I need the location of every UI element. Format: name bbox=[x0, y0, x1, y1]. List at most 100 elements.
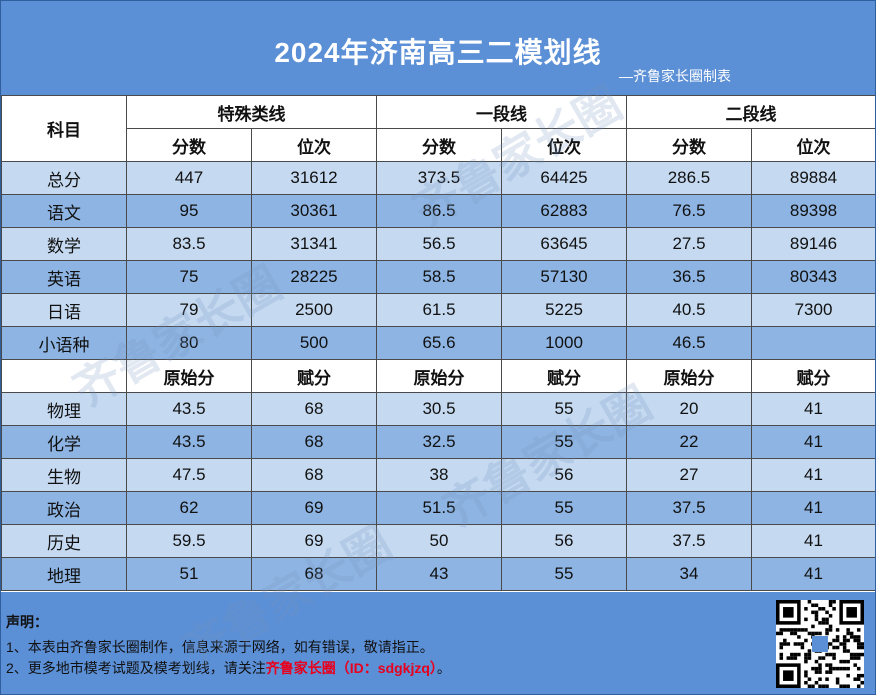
value-cell: 43.5 bbox=[126, 425, 252, 459]
value-cell: 57130 bbox=[501, 260, 627, 294]
value-cell: 51 bbox=[126, 557, 252, 591]
value-cell: 500 bbox=[251, 326, 377, 360]
value-cell: 69 bbox=[251, 491, 377, 525]
value-cell: 47.5 bbox=[126, 458, 252, 492]
value-cell: 64425 bbox=[501, 161, 627, 195]
value-cell: 38 bbox=[376, 458, 502, 492]
value-cell: 76.5 bbox=[626, 194, 752, 228]
value-cell: 41 bbox=[751, 392, 875, 426]
value-cell: 80343 bbox=[751, 260, 875, 294]
page-subtitle: —齐鲁家长圈制表 bbox=[619, 68, 731, 84]
score-line-table: 科目 特殊类线 一段线 二段线 分数 位次 分数 位次 分数 位次 总分 447 3… bbox=[1, 95, 875, 591]
table-subheader-row: 分数 位次 分数 位次 分数 位次 bbox=[2, 128, 875, 162]
table-row: 总分 447 31612 373.5 64425 286.5 89884 bbox=[1, 161, 875, 195]
value-cell: 55 bbox=[501, 557, 627, 591]
subject-cell: 地理 bbox=[1, 557, 127, 591]
table-row: 语文 95 30361 86.5 62883 76.5 89398 bbox=[1, 194, 875, 228]
value-cell: 62883 bbox=[501, 194, 627, 228]
value-cell: 68 bbox=[251, 557, 377, 591]
subject-cell: 政治 bbox=[1, 491, 127, 525]
title-banner: 2024年济南高三二模划线 —齐鲁家长圈制表 bbox=[1, 1, 875, 95]
table-row: 化学 43.5 68 32.5 55 22 41 bbox=[1, 425, 875, 459]
value-cell: 373.5 bbox=[376, 161, 502, 195]
table-group-header-row: 科目 特殊类线 一段线 二段线 bbox=[1, 95, 875, 162]
value-cell: 58.5 bbox=[376, 260, 502, 294]
column-header: 分数 bbox=[126, 128, 252, 162]
value-cell: 5225 bbox=[501, 293, 627, 327]
value-cell: 61.5 bbox=[376, 293, 502, 327]
value-cell: 41 bbox=[751, 425, 875, 459]
table-row: 生物 47.5 68 38 56 27 41 bbox=[1, 458, 875, 492]
qr-code-graphic bbox=[776, 600, 864, 688]
subject-cell: 历史 bbox=[1, 524, 127, 558]
table-row: 小语种 80 500 65.6 1000 46.5 bbox=[1, 326, 875, 360]
statement-line-2-suffix: 。 bbox=[436, 660, 451, 676]
table-row: 历史 59.5 69 50 56 37.5 41 bbox=[1, 524, 875, 558]
table-row: 地理 51 68 43 55 34 41 bbox=[1, 557, 875, 591]
value-cell: 447 bbox=[126, 161, 252, 195]
subject-cell: 语文 bbox=[1, 194, 127, 228]
column-header: 原始分 bbox=[376, 359, 502, 393]
value-cell bbox=[751, 326, 875, 360]
subject-cell: 英语 bbox=[1, 260, 127, 294]
value-cell: 31612 bbox=[251, 161, 377, 195]
value-cell: 43 bbox=[376, 557, 502, 591]
value-cell: 46.5 bbox=[626, 326, 752, 360]
value-cell: 80 bbox=[126, 326, 252, 360]
value-cell: 43.5 bbox=[126, 392, 252, 426]
statement-line-1: 1、本表由齐鲁家长圈制作，信息来源于网络，如有错误，敬请指正。 bbox=[6, 639, 434, 655]
value-cell: 30.5 bbox=[376, 392, 502, 426]
group-header-tier2: 二段线 bbox=[626, 95, 875, 129]
value-cell: 30361 bbox=[251, 194, 377, 228]
value-cell: 69 bbox=[251, 524, 377, 558]
subject-cell: 数学 bbox=[1, 227, 127, 261]
group-header-special: 特殊类线 bbox=[126, 95, 377, 129]
value-cell: 68 bbox=[251, 425, 377, 459]
value-cell: 56.5 bbox=[376, 227, 502, 261]
value-cell: 2500 bbox=[251, 293, 377, 327]
column-header: 分数 bbox=[626, 128, 752, 162]
qr-code-image bbox=[776, 600, 864, 688]
value-cell: 31341 bbox=[251, 227, 377, 261]
value-cell: 41 bbox=[751, 524, 875, 558]
subject-cell: 化学 bbox=[1, 425, 127, 459]
column-header: 赋分 bbox=[751, 359, 875, 393]
value-cell: 68 bbox=[251, 392, 377, 426]
value-cell: 41 bbox=[751, 491, 875, 525]
subject-cell: 小语种 bbox=[1, 326, 127, 360]
value-cell: 59.5 bbox=[126, 524, 252, 558]
subject-cell: 总分 bbox=[1, 161, 127, 195]
subject-cell: 物理 bbox=[1, 392, 127, 426]
value-cell: 79 bbox=[126, 293, 252, 327]
value-cell: 89398 bbox=[751, 194, 875, 228]
value-cell: 27 bbox=[626, 458, 752, 492]
column-header: 位次 bbox=[501, 128, 627, 162]
value-cell: 20 bbox=[626, 392, 752, 426]
value-cell: 7300 bbox=[751, 293, 875, 327]
value-cell: 36.5 bbox=[626, 260, 752, 294]
value-cell: 55 bbox=[501, 392, 627, 426]
value-cell: 37.5 bbox=[626, 524, 752, 558]
table-row: 英语 75 28225 58.5 57130 36.5 80343 bbox=[1, 260, 875, 294]
statement-title: 声明： bbox=[6, 614, 48, 630]
group-header-tier1: 一段线 bbox=[376, 95, 627, 129]
value-cell: 41 bbox=[751, 458, 875, 492]
corner-label: 科目 bbox=[1, 95, 127, 162]
value-cell: 28225 bbox=[251, 260, 377, 294]
table-row: 日语 79 2500 61.5 5225 40.5 7300 bbox=[1, 293, 875, 327]
column-header: 原始分 bbox=[626, 359, 752, 393]
page-title: 2024年济南高三二模划线 bbox=[274, 37, 602, 68]
value-cell: 286.5 bbox=[626, 161, 752, 195]
subject-cell: 日语 bbox=[1, 293, 127, 327]
value-cell: 1000 bbox=[501, 326, 627, 360]
column-header: 位次 bbox=[251, 128, 377, 162]
table-row: 数学 83.5 31341 56.5 63645 27.5 89146 bbox=[1, 227, 875, 261]
column-header: 赋分 bbox=[501, 359, 627, 393]
value-cell: 55 bbox=[501, 491, 627, 525]
value-cell: 34 bbox=[626, 557, 752, 591]
value-cell: 75 bbox=[126, 260, 252, 294]
table-row: 物理 43.5 68 30.5 55 20 41 bbox=[1, 392, 875, 426]
column-header: 位次 bbox=[751, 128, 875, 162]
value-cell: 89146 bbox=[751, 227, 875, 261]
